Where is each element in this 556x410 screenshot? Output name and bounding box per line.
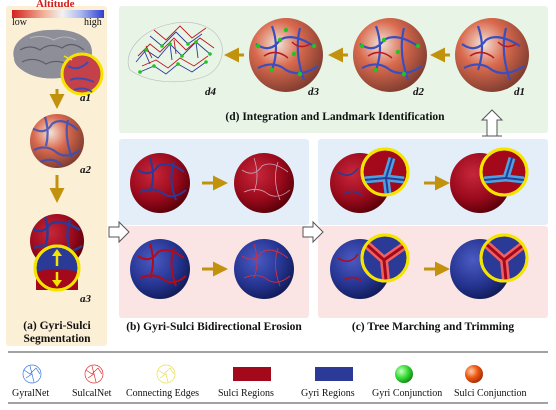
c-sphere-2 — [450, 147, 529, 213]
b-sphere-1 — [130, 153, 190, 213]
c-sphere-3 — [330, 233, 410, 299]
legend-connecting-edges-label: Connecting Edges — [126, 388, 200, 399]
d1-sphere — [455, 18, 529, 92]
altitude-colorbar — [12, 10, 104, 18]
sulci-conjunction-dot — [465, 365, 483, 383]
b-sphere-3 — [130, 239, 190, 299]
caption-b: (b) Gyri-Sulci Bidirectional Erosion — [126, 321, 302, 333]
label-d4: d4 — [205, 86, 216, 98]
hollow-arrow-c-to-d — [480, 109, 504, 137]
altitude-high-label: high — [84, 17, 102, 28]
c-sphere-4 — [450, 233, 529, 299]
a1-brain — [13, 29, 104, 96]
connecting-edges-icon — [156, 364, 176, 384]
label-d2: d2 — [413, 86, 424, 98]
sulcalnet-icon — [84, 364, 104, 384]
hollow-arrow-b-to-c — [302, 220, 324, 244]
d4-network-brain — [127, 21, 223, 83]
b-sphere-2 — [234, 153, 294, 213]
label-d3: d3 — [308, 86, 319, 98]
legend-gyralnet-label: GyralNet — [12, 388, 50, 399]
label-a1: a1 — [80, 92, 91, 104]
a2-sphere — [30, 114, 84, 168]
gyralnet-icon — [22, 364, 42, 384]
legend-sulci-conjunction-label: Sulci Conjunction — [454, 388, 527, 399]
b-sphere-4 — [234, 239, 294, 299]
legend-sulci-regions-label: Sulci Regions — [218, 388, 274, 399]
label-a3: a3 — [80, 293, 91, 305]
gyri-regions-swatch — [315, 367, 353, 381]
label-a2: a2 — [80, 164, 91, 176]
caption-a: (a) Gyri-Sulci Segmentation — [23, 320, 91, 345]
legend-gyri-regions-label: Gyri Regions — [301, 388, 355, 399]
legend-sulcalnet-label: SulcalNet — [72, 388, 112, 399]
d3-sphere — [249, 18, 323, 92]
caption-c: (c) Tree Marching and Trimming — [351, 321, 515, 333]
altitude-low-label: low — [12, 17, 27, 28]
caption-d: (d) Integration and Landmark Identificat… — [225, 111, 445, 123]
label-d1: d1 — [514, 86, 525, 98]
sulci-regions-swatch — [233, 367, 271, 381]
a3-sphere — [30, 214, 84, 292]
hollow-arrow-a-to-b — [108, 220, 130, 244]
altitude-title: Altitude — [36, 0, 75, 10]
legend-gyri-conjunction-label: Gyri Conjunction — [372, 388, 443, 399]
c-sphere-1 — [330, 147, 410, 213]
d2-sphere — [353, 18, 427, 92]
gyri-conjunction-dot — [395, 365, 413, 383]
